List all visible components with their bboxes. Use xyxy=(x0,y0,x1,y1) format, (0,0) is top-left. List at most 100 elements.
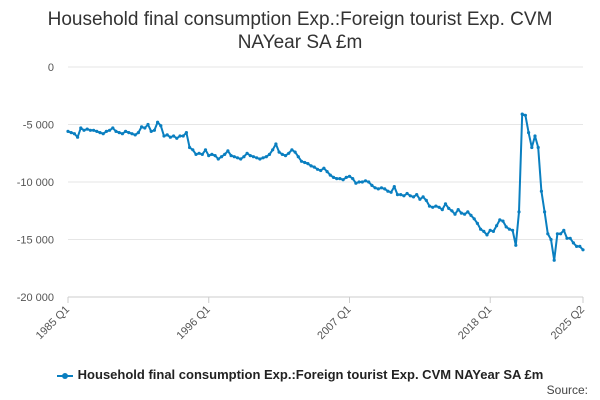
data-point[interactable] xyxy=(165,133,169,137)
data-point[interactable] xyxy=(130,132,134,136)
data-point[interactable] xyxy=(98,131,102,135)
data-point[interactable] xyxy=(69,131,73,135)
data-point[interactable] xyxy=(354,181,358,185)
data-point[interactable] xyxy=(242,155,246,159)
data-point[interactable] xyxy=(79,126,83,130)
data-point[interactable] xyxy=(319,168,323,173)
data-point[interactable] xyxy=(72,132,76,136)
data-point[interactable] xyxy=(459,211,463,215)
data-point[interactable] xyxy=(411,195,416,199)
data-point[interactable] xyxy=(536,145,540,150)
data-point[interactable] xyxy=(527,131,531,135)
data-point[interactable] xyxy=(434,204,438,208)
data-point[interactable] xyxy=(287,151,291,155)
data-point[interactable] xyxy=(498,218,502,222)
data-point[interactable] xyxy=(475,221,479,225)
data-point[interactable] xyxy=(351,177,355,181)
data-point[interactable] xyxy=(581,248,585,252)
data-point[interactable] xyxy=(325,170,329,174)
data-point[interactable] xyxy=(472,217,476,221)
data-point[interactable] xyxy=(552,258,556,262)
data-point[interactable] xyxy=(571,241,576,245)
data-point[interactable] xyxy=(370,183,374,187)
data-point[interactable] xyxy=(568,236,572,240)
data-point[interactable] xyxy=(373,186,377,190)
data-point[interactable] xyxy=(424,198,428,202)
data-point[interactable] xyxy=(539,189,544,193)
data-point[interactable] xyxy=(379,186,384,190)
data-point[interactable] xyxy=(453,212,457,216)
data-point[interactable] xyxy=(520,112,524,116)
data-point[interactable] xyxy=(149,129,153,133)
data-point[interactable] xyxy=(405,191,409,196)
data-point[interactable] xyxy=(456,208,460,212)
data-point[interactable] xyxy=(264,155,268,159)
data-point[interactable] xyxy=(495,224,499,228)
data-point[interactable] xyxy=(565,236,569,240)
data-point[interactable] xyxy=(517,210,521,214)
data-point[interactable] xyxy=(363,179,368,183)
data-point[interactable] xyxy=(133,133,137,137)
data-point[interactable] xyxy=(261,156,265,160)
data-point[interactable] xyxy=(92,128,96,132)
data-point[interactable] xyxy=(408,194,412,198)
data-point[interactable] xyxy=(88,128,92,132)
data-point[interactable] xyxy=(108,128,112,132)
data-point[interactable] xyxy=(447,206,451,210)
data-point[interactable] xyxy=(146,122,150,127)
data-point[interactable] xyxy=(530,145,534,150)
data-point[interactable] xyxy=(469,213,473,217)
data-point[interactable] xyxy=(66,129,70,133)
data-point[interactable] xyxy=(415,193,419,197)
data-point[interactable] xyxy=(168,135,172,139)
data-point[interactable] xyxy=(117,131,121,135)
data-point[interactable] xyxy=(418,197,422,201)
data-point[interactable] xyxy=(136,131,140,135)
data-point[interactable] xyxy=(213,154,217,158)
data-point[interactable] xyxy=(395,193,400,197)
data-point[interactable] xyxy=(328,173,332,177)
data-point[interactable] xyxy=(341,178,345,182)
data-point[interactable] xyxy=(76,135,80,139)
data-point[interactable] xyxy=(555,232,560,236)
data-point[interactable] xyxy=(127,131,131,135)
data-point[interactable] xyxy=(120,132,124,136)
data-point[interactable] xyxy=(575,244,579,248)
data-point[interactable] xyxy=(277,150,281,154)
data-point[interactable] xyxy=(437,205,441,209)
data-point[interactable] xyxy=(178,134,182,138)
data-point[interactable] xyxy=(203,148,208,152)
data-point[interactable] xyxy=(184,131,188,135)
data-point[interactable] xyxy=(309,164,313,168)
data-point[interactable] xyxy=(245,151,249,155)
data-point[interactable] xyxy=(402,194,406,198)
data-point[interactable] xyxy=(504,225,508,229)
data-point[interactable] xyxy=(431,205,435,209)
data-point[interactable] xyxy=(104,129,108,133)
data-point[interactable] xyxy=(389,190,393,194)
data-point[interactable] xyxy=(322,166,326,170)
data-point[interactable] xyxy=(172,134,176,138)
data-point[interactable] xyxy=(450,209,454,213)
data-point[interactable] xyxy=(533,134,537,138)
data-point[interactable] xyxy=(392,185,396,189)
data-point[interactable] xyxy=(274,142,278,146)
data-point[interactable] xyxy=(226,149,230,153)
data-point[interactable] xyxy=(559,232,563,236)
data-point[interactable] xyxy=(347,174,352,178)
data-point[interactable] xyxy=(101,132,105,136)
data-point[interactable] xyxy=(303,160,307,165)
data-point[interactable] xyxy=(85,127,89,131)
data-point[interactable] xyxy=(360,180,364,184)
data-point[interactable] xyxy=(258,157,262,161)
data-point[interactable] xyxy=(543,210,547,214)
data-point[interactable] xyxy=(421,195,425,199)
data-point[interactable] xyxy=(338,177,342,181)
data-point[interactable] xyxy=(200,152,204,156)
data-point[interactable] xyxy=(210,152,214,156)
data-point[interactable] xyxy=(479,227,483,231)
data-point[interactable] xyxy=(82,128,86,132)
data-point[interactable] xyxy=(216,157,220,161)
data-point[interactable] xyxy=(344,175,348,179)
data-point[interactable] xyxy=(194,152,198,156)
